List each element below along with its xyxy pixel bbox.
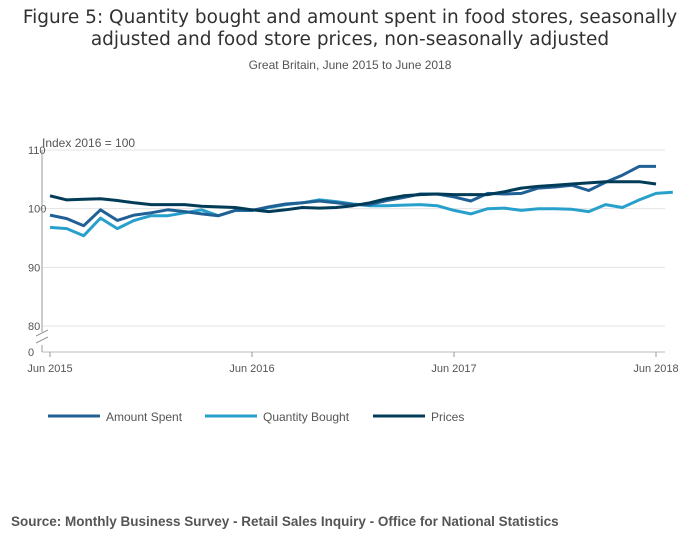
y-tick-label: 0 [28, 347, 34, 359]
series-line-prices [49, 180, 657, 214]
series-line-amount-spent [49, 164, 656, 228]
legend-label: Quantity Bought [263, 410, 350, 424]
chart-title: Figure 5: Quantity bought and amount spe… [22, 7, 678, 50]
source-note: Source: Monthly Business Survey - Retail… [11, 514, 559, 529]
x-tick-label: Jun 2016 [229, 363, 274, 375]
legend-label: Prices [431, 410, 464, 424]
y-tick-label: 110 [28, 145, 46, 157]
x-tick-label: Jun 2018 [633, 363, 678, 375]
y-tick-label: 90 [28, 262, 40, 274]
chart-subtitle: Great Britain, June 2015 to June 2018 [248, 58, 452, 72]
axis-break-icon [35, 329, 49, 344]
y-tick-label: 100 [28, 204, 46, 216]
x-tick-label: Jun 2017 [431, 363, 476, 375]
legend-label: Amount Spent [106, 410, 183, 424]
y-axis-label: Index 2016 = 100 [42, 136, 135, 150]
y-tick-label: 80 [28, 321, 40, 333]
x-tick-label: Jun 2015 [27, 363, 72, 375]
